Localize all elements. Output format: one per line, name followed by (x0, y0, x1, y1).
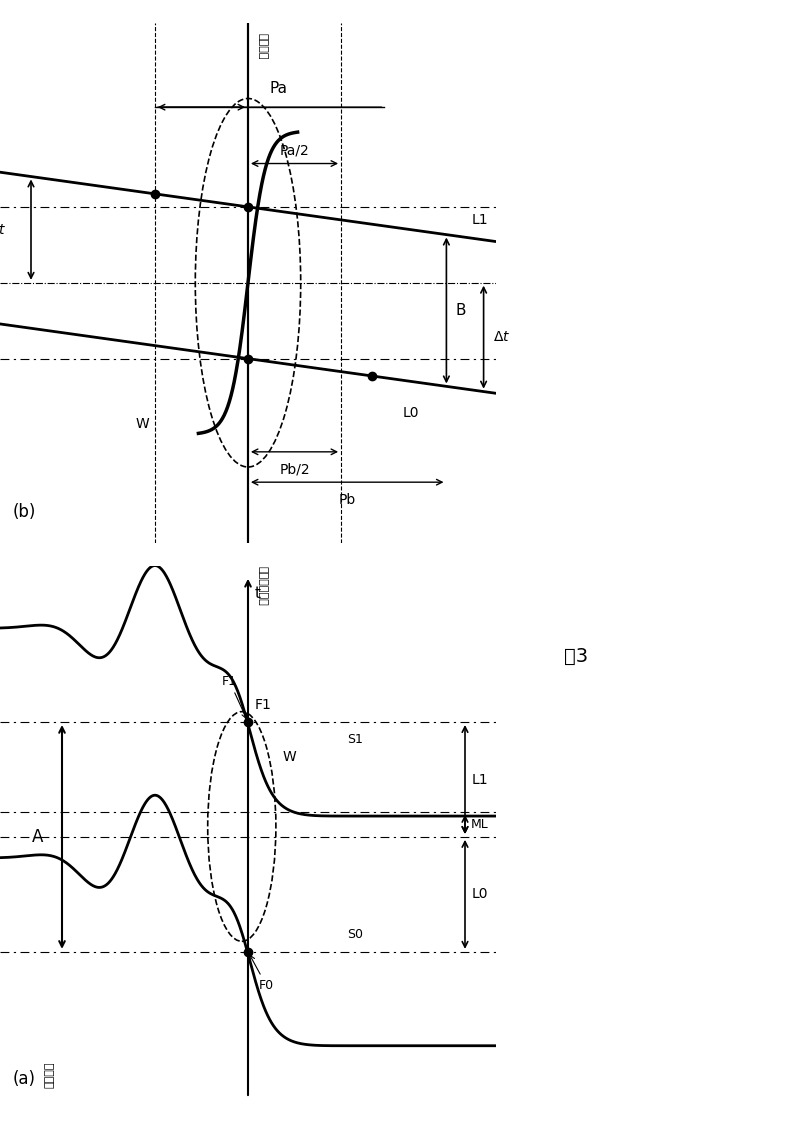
Text: F1: F1 (254, 698, 271, 711)
Text: W: W (136, 416, 150, 431)
Text: F0: F0 (250, 956, 274, 992)
Text: t: t (254, 586, 260, 602)
Text: Pb: Pb (338, 493, 356, 507)
Text: B: B (456, 303, 466, 318)
Text: L0: L0 (471, 888, 488, 901)
Text: 图3: 图3 (564, 647, 588, 665)
Text: 基準等級: 基準等級 (45, 1061, 54, 1088)
Text: Pb/2: Pb/2 (279, 463, 310, 476)
Text: 基準等級: 基準等級 (258, 34, 267, 60)
Text: A: A (32, 828, 43, 846)
Text: (b): (b) (13, 503, 36, 521)
Text: $\Delta t$: $\Delta t$ (493, 330, 510, 344)
Text: $\Delta t$: $\Delta t$ (0, 223, 6, 236)
Text: 聚焦误差信号: 聚焦误差信号 (258, 566, 267, 605)
Text: S0: S0 (347, 929, 363, 941)
Text: L0: L0 (403, 406, 419, 421)
Text: Pa: Pa (270, 81, 288, 96)
Text: W: W (282, 750, 296, 763)
Text: (a): (a) (13, 1070, 35, 1088)
Text: Pa/2: Pa/2 (280, 143, 310, 157)
Text: ML: ML (471, 818, 489, 831)
Text: L1: L1 (471, 772, 488, 786)
Text: L1: L1 (471, 214, 488, 227)
Text: S1: S1 (347, 733, 363, 745)
Text: F1: F1 (222, 674, 246, 718)
